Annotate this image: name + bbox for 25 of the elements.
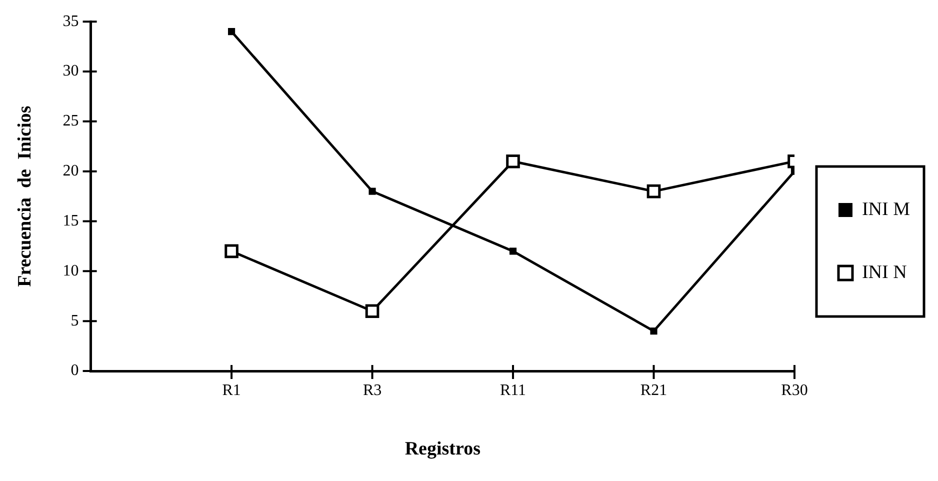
y-axis-title: Frecuencia de Inicios: [14, 106, 36, 287]
legend-label: INI M: [862, 198, 910, 220]
legend-label: INI N: [862, 262, 908, 283]
x-axis-title: Registros: [404, 438, 480, 460]
y-tick-label: 0: [70, 362, 79, 380]
point: [650, 328, 658, 335]
x-tick-label: R30: [781, 382, 808, 399]
x-tick-label: R3: [362, 382, 382, 399]
point: [368, 188, 376, 195]
y-tick-label: 35: [62, 12, 79, 30]
y-tick-label: 5: [70, 312, 79, 330]
point: [224, 244, 238, 258]
point: [365, 304, 380, 318]
y-tick-label: 10: [62, 262, 79, 280]
y-tick-label: 15: [62, 212, 79, 230]
point: [228, 28, 236, 36]
point: [506, 154, 520, 168]
point: [646, 184, 661, 198]
x-tick-label: R21: [640, 382, 668, 399]
x-tick-label: R11: [500, 382, 526, 399]
y-tick-label: 30: [62, 62, 79, 80]
x-tick-label: R1: [222, 382, 241, 399]
y-tick-label: 20: [62, 162, 79, 180]
y-tick-label: 25: [62, 112, 79, 130]
point: [509, 248, 517, 255]
